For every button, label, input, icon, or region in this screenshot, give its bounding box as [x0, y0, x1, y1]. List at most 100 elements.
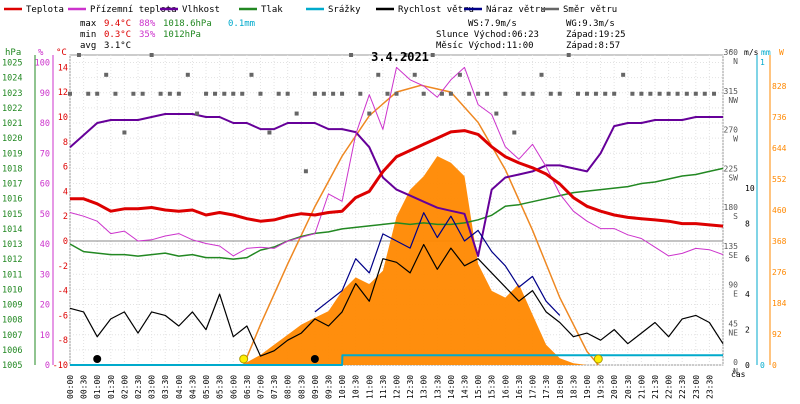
- stats-block: max 9.4°C 88% 1018.6hPa 0.1mm min 0.3°C …: [80, 19, 255, 51]
- stat-max-temp: 9.4°C: [104, 19, 131, 29]
- tick-x: 13:00: [420, 375, 429, 399]
- tick-temperature: -8: [58, 336, 68, 346]
- chart-title: 3.4.2021: [371, 50, 429, 64]
- tick-solar: 736: [772, 113, 787, 122]
- series-wind-direction-point: [276, 91, 281, 96]
- tick-solar: 552: [772, 175, 787, 184]
- series-wind-direction-point: [258, 91, 263, 96]
- tick-x: 06:30: [243, 375, 252, 399]
- tick-x: 23:00: [692, 375, 701, 399]
- stat-max-hum: 88%: [139, 19, 156, 29]
- stat-min-hum: 35%: [139, 30, 156, 40]
- tick-x: 12:00: [393, 375, 402, 399]
- axis-unit-humidity: %: [38, 48, 44, 58]
- axis-unit-rain: mm: [761, 48, 771, 57]
- series-wind-direction-point: [693, 91, 698, 96]
- info-ws: WS:7.9m/s: [468, 19, 517, 29]
- tick-solar: 0: [772, 361, 777, 370]
- stat-max-press: 1018.6hPa: [163, 19, 212, 29]
- legend-label-5: Rychlost větru: [398, 5, 474, 15]
- series-wind-direction-point: [213, 91, 218, 96]
- tick-direction-name: S: [733, 212, 738, 221]
- series-wind-direction-point: [367, 111, 372, 116]
- tick-solar: 460: [772, 206, 787, 215]
- legend-label-6: Náraz větru: [486, 5, 546, 15]
- series-wind-direction-point: [467, 91, 472, 96]
- tick-solar: 276: [772, 268, 787, 277]
- tick-humidity: 70: [40, 149, 50, 159]
- series-wind-direction-point: [575, 91, 580, 96]
- tick-pressure: 1011: [2, 270, 22, 280]
- tick-temperature: -4: [58, 287, 68, 297]
- legend-label-4: Srážky: [328, 5, 361, 15]
- tick-wind: 10: [745, 184, 755, 193]
- axis-unit-temperature: °C: [56, 48, 67, 58]
- tick-solar: 368: [772, 237, 787, 246]
- series-temperature: [70, 129, 724, 228]
- series-wind-direction-point: [303, 169, 308, 174]
- series-wind-direction-point: [666, 91, 671, 96]
- tick-temperature: 14: [58, 63, 68, 73]
- series-wind-direction-point: [321, 91, 326, 96]
- tick-wind: 6: [745, 255, 750, 264]
- stat-avg-temp: 3.1°C: [104, 41, 131, 51]
- legend-label-7: Směr větru: [563, 5, 617, 15]
- series-wind-direction-point: [385, 91, 390, 96]
- tick-temperature: -10: [53, 361, 68, 371]
- tick-pressure: 1009: [2, 301, 22, 311]
- tick-humidity: 30: [40, 270, 50, 280]
- solar-radiation-area: [70, 156, 723, 365]
- series-wind-direction-point: [122, 130, 127, 135]
- series-wind-direction-point: [167, 91, 172, 96]
- tick-humidity: 60: [40, 180, 50, 190]
- tick-solar: 184: [772, 299, 787, 308]
- tick-solar: 92: [772, 330, 782, 339]
- legend-label-1: Přízemní teplota: [90, 5, 177, 15]
- series-wind-direction-point: [457, 72, 462, 77]
- tick-x: 15:00: [474, 375, 483, 399]
- tick-x: 16:30: [515, 375, 524, 399]
- series-wind-direction-point: [648, 91, 653, 96]
- tick-pressure: 1017: [2, 180, 22, 190]
- series-wind-direction-point: [485, 91, 490, 96]
- tick-pressure: 1021: [2, 119, 22, 129]
- series-wind-direction-point: [702, 91, 707, 96]
- info-sun: Slunce Východ:06:23: [436, 30, 539, 40]
- series-wind-direction-point: [584, 91, 589, 96]
- tick-temperature: -2: [58, 262, 68, 272]
- tick-humidity: 50: [40, 210, 50, 220]
- series-wind-direction-point: [294, 111, 299, 116]
- series-wind-direction-point: [340, 91, 345, 96]
- series-wind-direction-point: [521, 91, 526, 96]
- moon-marker: [93, 355, 102, 363]
- tick-humidity: 100: [35, 59, 50, 69]
- series-wind-direction-point: [448, 91, 453, 96]
- tick-x: 15:30: [488, 375, 497, 399]
- tick-pressure: 1012: [2, 255, 22, 265]
- series-wind-direction-point: [113, 91, 118, 96]
- tick-pressure: 1006: [2, 346, 22, 356]
- sunrise-marker: [239, 354, 249, 364]
- tick-x: 08:00: [284, 375, 293, 399]
- series-wind-direction-point: [176, 91, 181, 96]
- series-wind-direction-point: [476, 91, 481, 96]
- tick-x: 07:30: [270, 375, 279, 399]
- axis-unit-solar: W: [779, 48, 784, 57]
- tick-humidity: 10: [40, 331, 50, 341]
- series-wind-direction-point: [548, 91, 553, 96]
- series-wind-direction-point: [376, 72, 381, 77]
- series: [68, 53, 724, 366]
- tick-direction-name: N: [733, 367, 738, 376]
- tick-x: 03:00: [148, 375, 157, 399]
- tick-x: 01:30: [107, 375, 116, 399]
- tick-direction-deg: 315: [724, 87, 739, 96]
- tick-pressure: 1013: [2, 240, 22, 250]
- tick-pressure: 1023: [2, 89, 22, 99]
- series-ground-temperature: [69, 66, 724, 257]
- series-wind-direction-point: [222, 91, 227, 96]
- tick-pressure: 1014: [2, 225, 22, 235]
- series-wind-direction-point: [593, 91, 598, 96]
- stat-min-press: 1012hPa: [163, 30, 201, 40]
- stat-max-label: max: [80, 19, 97, 29]
